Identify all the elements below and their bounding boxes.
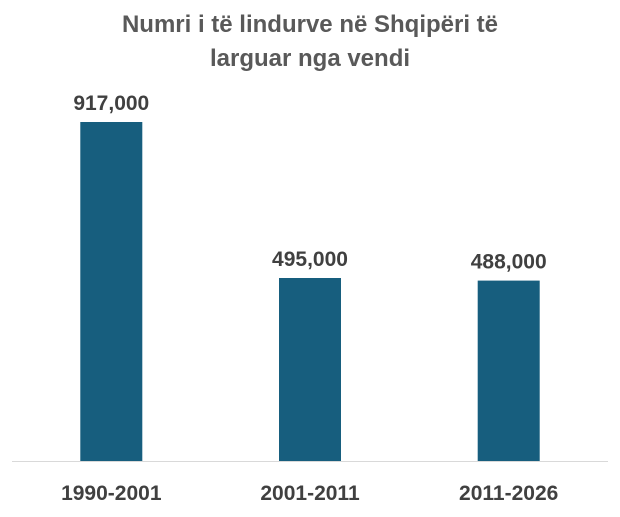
- x-tick-label-1990-2001: 1990-2001: [61, 482, 162, 505]
- chart-title-line-1: Numri i të lindurve në Shqipëri të: [121, 11, 499, 38]
- bar-2001-2011: [279, 278, 341, 461]
- x-tick-label-2011-2026: 2011-2026: [459, 482, 558, 505]
- x-tick-label-2001-2011: 2001-2011: [260, 482, 360, 505]
- x-tick-labels-group: 1990-2001 2001-2011 2011-2026: [61, 482, 558, 505]
- data-label-2001-2011: 495,000: [272, 248, 348, 271]
- data-label-2011-2026: 488,000: [471, 251, 547, 274]
- bar-2011-2026: [477, 280, 540, 461]
- bar-1990-2001: [80, 122, 143, 461]
- data-labels-group: 917,000 495,000 488,000: [73, 92, 546, 274]
- bars-group: [80, 122, 540, 461]
- data-label-1990-2001: 917,000: [73, 92, 149, 115]
- chart-title: Numri i të lindurve në Shqipëri të largu…: [0, 8, 620, 76]
- chart-title-line-2: larguar nga vendi: [209, 45, 411, 72]
